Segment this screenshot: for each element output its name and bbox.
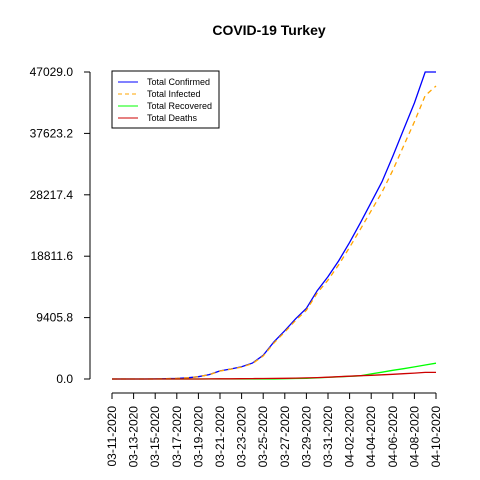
series-line-total-infected (112, 85, 437, 380)
series-line-total-deaths (112, 371, 436, 380)
x-axis: 03-11-2020 03-13-2020 03-15-2020 03-17-2020… (105, 392, 443, 468)
x-tick-label: 03-31-2020 (321, 406, 335, 468)
y-tick-label: 18811.6 (31, 249, 74, 263)
x-tick-label: 03-17-2020 (170, 406, 184, 468)
x-tick-label: 03-11-2020 (105, 406, 119, 467)
x-tick-label: 03-27-2020 (278, 406, 292, 468)
x-tick-label: 03-13-2020 (127, 406, 141, 468)
x-tick-label: 03-21-2020 (213, 406, 227, 468)
x-tick-label: 03-19-2020 (191, 406, 205, 468)
legend-entry: Total Recovered (147, 101, 212, 111)
x-tick-label: 04-08-2020 (407, 406, 421, 468)
y-axis: 0.0 9405.8 18811.6 28217.4 37623.2 47029.0 (30, 65, 91, 386)
y-tick-label: 9405.8 (36, 311, 73, 325)
x-tick-label: 04-04-2020 (364, 406, 378, 468)
y-tick-label: 28217.4 (30, 188, 74, 202)
x-tick-label: 03-15-2020 (148, 406, 162, 468)
x-tick-label: 03-25-2020 (256, 406, 270, 468)
chart-title: COVID-19 Turkey (212, 22, 326, 38)
x-tick-label: 03-23-2020 (235, 406, 249, 468)
legend-entry: Total Deaths (147, 113, 198, 123)
x-tick-label: 04-06-2020 (386, 406, 400, 468)
legend-entry: Total Infected (147, 89, 201, 99)
x-tick-label: 03-29-2020 (299, 406, 313, 468)
y-tick-label: 47029.0 (30, 65, 74, 79)
legend-entry: Total Confirmed (147, 77, 210, 87)
x-tick-label: 04-10-2020 (429, 406, 443, 468)
y-tick-label: 0.0 (56, 372, 73, 386)
y-tick-label: 37623.2 (30, 126, 74, 140)
legend: Total Confirmed Total Infected Total Recov… (111, 70, 220, 129)
x-tick-label: 04-02-2020 (343, 406, 357, 468)
series-line-total-recovered (112, 362, 437, 380)
plot-lines (112, 71, 437, 380)
